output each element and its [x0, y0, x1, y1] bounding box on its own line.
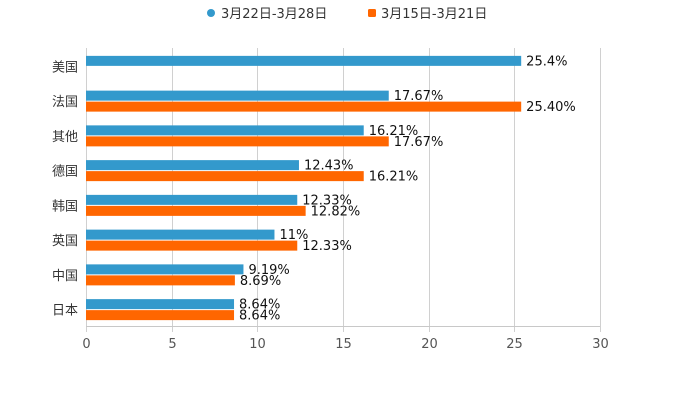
data-label-2-4: 16.21%	[369, 170, 419, 185]
bar-2-4[interactable]	[86, 171, 364, 182]
data-label-1-2: 17.67%	[394, 89, 444, 104]
data-label-2-3: 17.67%	[394, 135, 444, 150]
bar-2-7[interactable]	[86, 275, 235, 286]
category-label-7: 中国	[52, 269, 78, 284]
bar-1-7[interactable]	[86, 264, 244, 275]
x-tick-label-15: 15	[335, 337, 352, 352]
category-label-3: 其他	[52, 130, 78, 145]
category-label-1: 美国	[52, 60, 78, 75]
legend-marker-1	[207, 9, 215, 17]
legend-label-2: 3月15日-3月21日	[381, 7, 487, 22]
category-label-5: 韩国	[52, 199, 78, 214]
category-label-4: 德国	[52, 165, 78, 180]
bars	[86, 55, 522, 321]
data-label-2-7: 8.69%	[240, 274, 281, 289]
bar-2-6[interactable]	[86, 240, 298, 251]
x-tick-label-10: 10	[249, 337, 266, 352]
x-tick-label-0: 0	[82, 337, 90, 352]
legend: 3月22日-3月28日 3月15日-3月21日	[207, 7, 487, 22]
x-tick-label-25: 25	[506, 337, 523, 352]
bar-1-5[interactable]	[86, 194, 298, 205]
category-label-2: 法国	[52, 95, 78, 110]
data-label-2-5: 12.82%	[311, 204, 361, 219]
bar-2-3[interactable]	[86, 136, 389, 147]
data-label-1-3: 16.21%	[369, 124, 419, 139]
category-label-8: 日本	[52, 304, 78, 319]
bar-1-4[interactable]	[86, 160, 299, 171]
bar-1-2[interactable]	[86, 90, 389, 101]
data-label-2-6: 12.33%	[302, 239, 352, 254]
bar-2-2[interactable]	[86, 101, 522, 112]
data-label-1-1: 25.4%	[526, 54, 567, 69]
bar-1-3[interactable]	[86, 125, 364, 136]
data-label-1-4: 12.43%	[304, 159, 354, 174]
bar-1-1[interactable]	[86, 55, 522, 66]
legend-label-1: 3月22日-3月28日	[221, 7, 327, 22]
data-label-1-6: 11%	[279, 228, 308, 243]
x-tick-label-30: 30	[592, 337, 609, 352]
x-tick-label-5: 5	[168, 337, 176, 352]
bar-2-5[interactable]	[86, 205, 306, 216]
bar-2-8[interactable]	[86, 310, 235, 321]
gridlines	[86, 48, 601, 332]
data-label-2-2: 25.40%	[526, 100, 576, 115]
x-tick-label-20: 20	[421, 337, 438, 352]
data-labels: 25.4%17.67%25.40%16.21%17.67%12.43%16.21…	[239, 54, 576, 323]
data-label-1-8: 8.64%	[239, 298, 280, 313]
legend-marker-2	[368, 9, 376, 17]
legend-item-2[interactable]: 3月15日-3月21日	[368, 7, 487, 22]
bar-1-6[interactable]	[86, 229, 275, 240]
legend-item-1[interactable]: 3月22日-3月28日	[207, 7, 327, 22]
data-label-2-8: 8.64%	[239, 309, 280, 324]
bar-1-8[interactable]	[86, 299, 235, 310]
data-label-1-5: 12.33%	[302, 193, 352, 208]
category-label-6: 英国	[52, 234, 78, 249]
data-label-1-7: 9.19%	[248, 263, 289, 278]
